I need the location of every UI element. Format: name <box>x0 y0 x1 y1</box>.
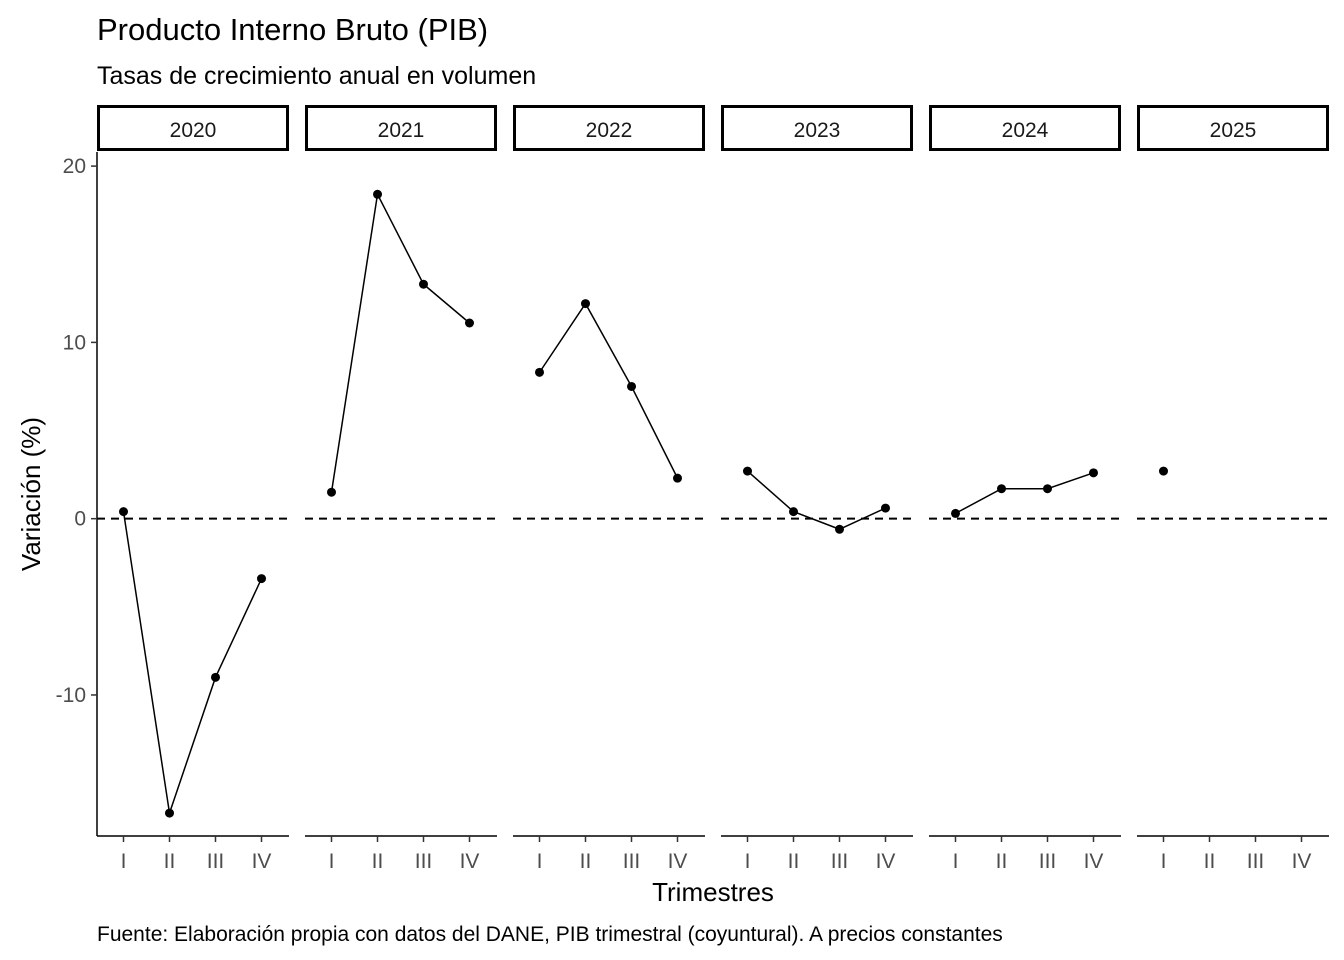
x-tick-label: II <box>1204 850 1216 873</box>
data-point <box>165 808 174 818</box>
data-point <box>789 507 798 517</box>
series-line <box>538 302 679 479</box>
data-point <box>881 503 890 513</box>
data-point <box>835 524 844 534</box>
x-tick-label: III <box>207 850 225 873</box>
x-tick-label: II <box>372 850 384 873</box>
y-axis-label: Variación (%) <box>16 417 46 571</box>
x-tick-label: III <box>831 850 849 873</box>
x-tick-label: IV <box>1292 850 1312 873</box>
y-tick-label: 0 <box>74 508 86 531</box>
facet-strip <box>929 105 1121 151</box>
data-point <box>997 484 1006 494</box>
x-tick-label: I <box>953 850 959 873</box>
y-tick-label: 20 <box>63 155 86 178</box>
x-tick-label: II <box>996 850 1008 873</box>
x-tick-label: I <box>745 850 751 873</box>
x-tick-label: IV <box>252 850 272 873</box>
chart-subtitle: Tasas de crecimiento anual en volumen <box>97 62 536 90</box>
x-tick-label: IV <box>460 850 480 873</box>
y-tick-label: -10 <box>56 684 86 707</box>
facet-strip-label: 2025 <box>1210 119 1257 142</box>
data-point <box>743 466 752 476</box>
x-tick-label: II <box>788 850 800 873</box>
facet-strip <box>305 105 497 151</box>
x-tick-label: I <box>1161 850 1167 873</box>
x-tick-label: IV <box>668 850 688 873</box>
x-tick-label: III <box>623 850 641 873</box>
data-point <box>465 318 474 328</box>
x-axis-label: Trimestres <box>652 877 774 907</box>
x-tick-label: IV <box>1084 850 1104 873</box>
facet-strip <box>721 105 913 151</box>
x-tick-label: I <box>329 850 335 873</box>
facet-strip-label: 2021 <box>378 119 425 142</box>
data-point <box>1089 468 1098 478</box>
series-line <box>955 472 1094 515</box>
x-tick-label: IV <box>876 850 896 873</box>
facet-strip-label: 2023 <box>794 119 841 142</box>
data-point <box>627 381 636 391</box>
x-tick-label: III <box>1039 850 1057 873</box>
chart-caption: Fuente: Elaboración propia con datos del… <box>97 923 1003 946</box>
data-point <box>535 367 544 377</box>
x-tick-label: II <box>580 850 592 873</box>
data-point <box>1159 466 1168 476</box>
series-line <box>122 511 263 814</box>
x-tick-label: I <box>537 850 543 873</box>
series-line <box>747 470 886 531</box>
facet-strip-label: 2022 <box>586 119 633 142</box>
x-tick-label: III <box>415 850 433 873</box>
facet-strip <box>513 105 705 151</box>
facet-strip <box>1137 105 1329 151</box>
series-line <box>330 191 470 493</box>
x-tick-label: III <box>1247 850 1265 873</box>
data-point <box>119 507 128 517</box>
data-point <box>327 487 336 497</box>
data-point <box>673 473 682 483</box>
x-tick-label: II <box>164 850 176 873</box>
chart-title: Producto Interno Bruto (PIB) <box>97 12 488 47</box>
data-point <box>951 508 960 518</box>
x-tick-label: I <box>121 850 127 873</box>
data-point <box>211 672 220 682</box>
y-tick-label: 10 <box>63 331 86 354</box>
facet-strip <box>97 105 289 151</box>
facet-strip-label: 2020 <box>170 119 217 142</box>
data-point <box>419 279 428 289</box>
y-axis: 20 10 0 -10 <box>56 152 98 836</box>
data-point <box>581 299 590 309</box>
facet-strip-label: 2024 <box>1002 119 1049 142</box>
data-point <box>1043 484 1052 494</box>
data-point <box>257 574 266 584</box>
data-point <box>373 189 382 199</box>
